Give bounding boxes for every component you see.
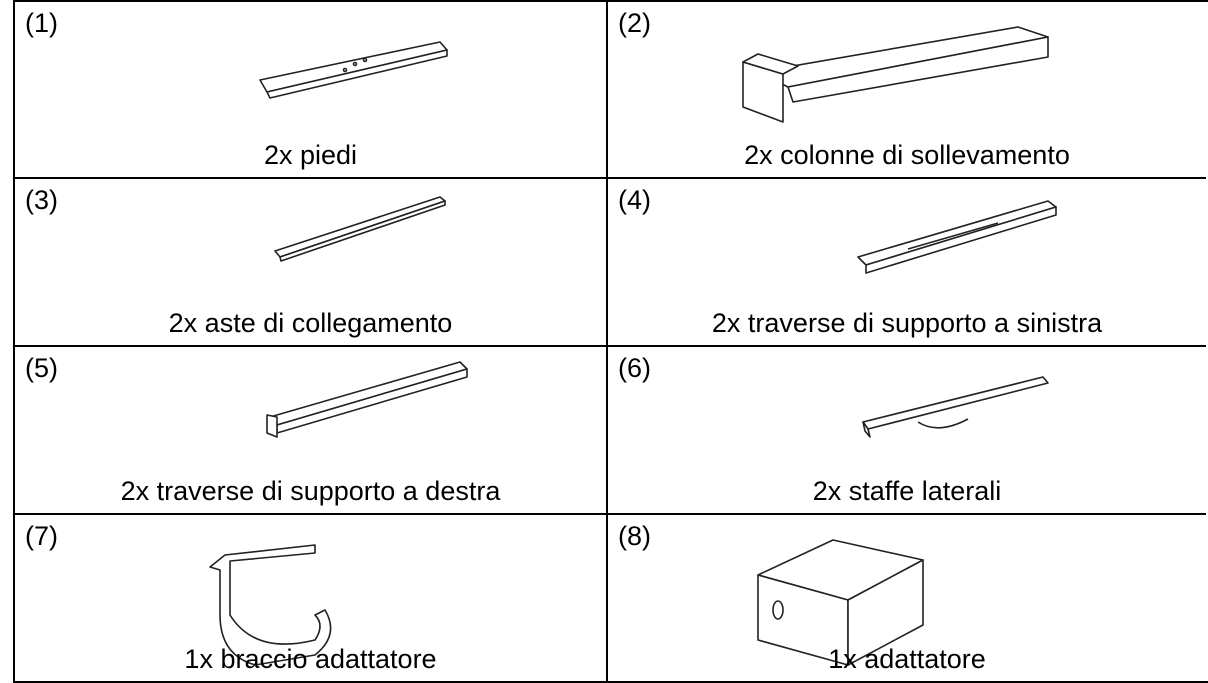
part-caption: 2x traverse di supporto a destra: [120, 476, 501, 506]
part-caption: 2x piedi: [263, 140, 358, 170]
part-caption: 2x staffe laterali: [812, 476, 1002, 506]
part-caption: 1x braccio adattatore: [184, 644, 437, 674]
part-caption: 2x colonne di sollevamento: [744, 140, 1070, 170]
part-cell: (2) 2x colonne di sollevamento: [608, 2, 1206, 179]
part-number: (4): [618, 185, 651, 215]
part-illustration: [857, 200, 1057, 274]
parts-table: (1) 2x piedi (2) 2x colonne di sollevamento…: [13, 0, 1208, 683]
part-cell: (4) 2x traverse di supporto a sinistra: [608, 179, 1206, 347]
part-illustration: [274, 196, 446, 262]
part-number: (2): [618, 8, 651, 38]
part-illustration: [259, 41, 448, 99]
part-illustration: [209, 544, 332, 666]
part-illustration: [742, 26, 1049, 123]
part-illustration: [862, 376, 1049, 438]
part-number: (5): [25, 353, 58, 383]
part-illustration: [757, 539, 924, 666]
part-cell: (7) 1x braccio adattatore: [15, 515, 608, 681]
part-number: (8): [618, 521, 651, 551]
part-cell: (8) 1x adattatore: [608, 515, 1206, 681]
part-cell: (1) 2x piedi: [15, 2, 608, 179]
part-number: (6): [618, 353, 651, 383]
part-cell: (6) 2x staffe laterali: [608, 347, 1206, 515]
part-caption: 1x adattatore: [828, 644, 986, 674]
part-number: (3): [25, 185, 58, 215]
part-illustration: [266, 361, 468, 438]
part-cell: (3) 2x aste di collegamento: [15, 179, 608, 347]
part-caption: 2x aste di collegamento: [168, 308, 453, 338]
part-caption: 2x traverse di supporto a sinistra: [711, 308, 1103, 338]
part-cell: (5) 2x traverse di supporto a destra: [15, 347, 608, 515]
part-number: (1): [25, 8, 58, 38]
part-number: (7): [25, 521, 58, 551]
